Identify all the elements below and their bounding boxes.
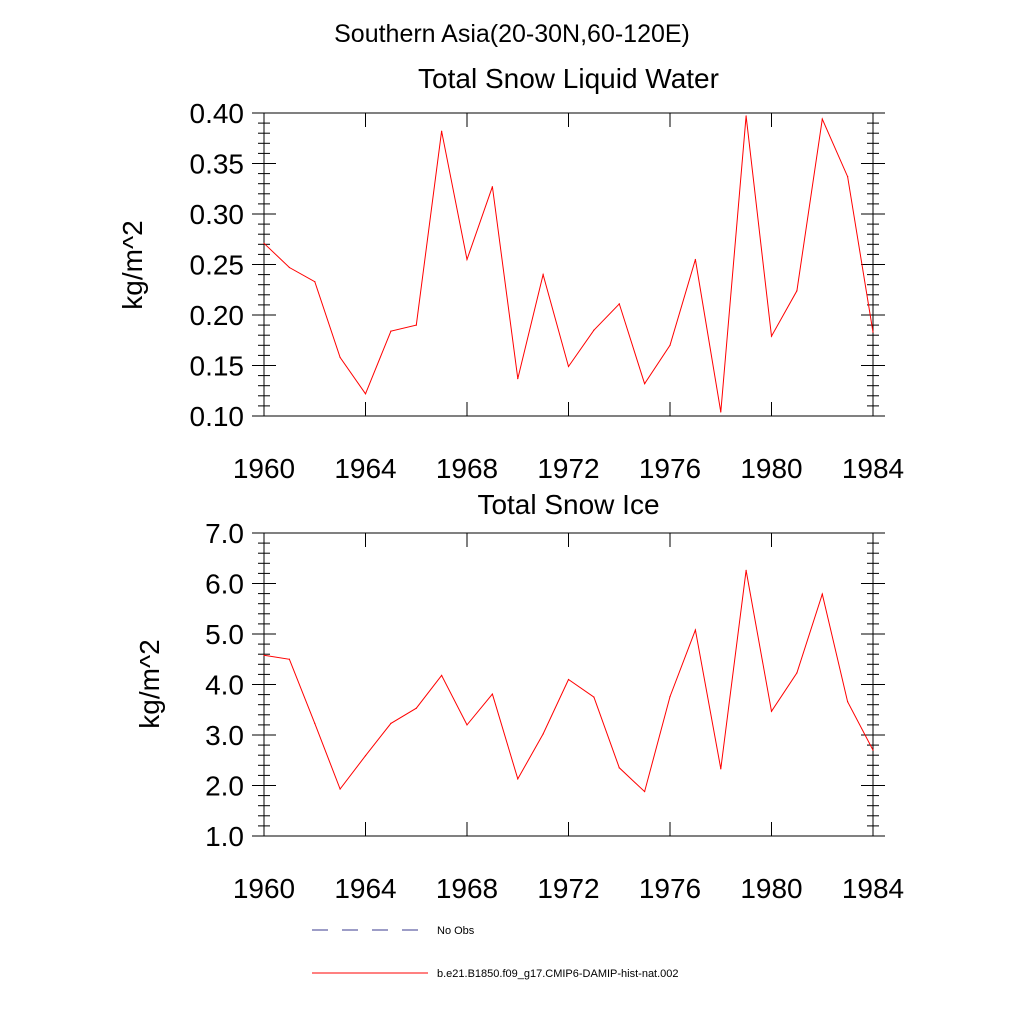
legend-label-obs: No Obs — [437, 925, 475, 937]
data-point — [415, 324, 417, 326]
data-point — [415, 707, 417, 709]
y-tick-label: 2.0 — [205, 771, 244, 802]
x-tick-label: 1960 — [233, 873, 295, 904]
x-tick-label: 1964 — [334, 453, 396, 484]
data-point — [263, 242, 265, 244]
data-point — [491, 693, 493, 695]
data-point — [618, 303, 620, 305]
data-point — [314, 722, 316, 724]
data-point — [770, 335, 773, 337]
data-point — [364, 755, 367, 757]
data-point — [542, 274, 544, 276]
legend-label-model: b.e21.B1850.f09_g17.CMIP6-DAMIP-hist-nat… — [437, 968, 679, 980]
data-point — [669, 696, 671, 698]
x-tick-label: 1960 — [233, 453, 295, 484]
y-tick-label: 0.10 — [190, 401, 245, 432]
panel-total-snow-liquid-water: Total Snow Liquid Water kg/m^2 1960 1964 196… — [117, 63, 904, 484]
plot-frame — [263, 532, 874, 837]
x-tick-label: 1976 — [639, 453, 701, 484]
data-point — [441, 130, 443, 132]
data-point — [644, 383, 646, 385]
data-point — [390, 722, 392, 724]
data-point — [593, 696, 595, 698]
data-point — [593, 329, 595, 331]
data-point — [364, 393, 367, 395]
y-tick-label: 0.40 — [190, 98, 245, 129]
data-point — [821, 593, 823, 595]
y-tick-label: 0.35 — [190, 149, 245, 180]
data-point — [339, 356, 341, 359]
data-point — [441, 674, 443, 677]
data-point — [796, 672, 798, 674]
data-point — [517, 378, 519, 380]
y-tick-label: 0.30 — [190, 199, 245, 230]
y-axis-label: kg/m^2 — [117, 220, 148, 309]
y-axis-label: kg/m^2 — [134, 639, 165, 728]
data-point — [339, 788, 341, 790]
data-point — [847, 701, 849, 703]
data-point — [720, 768, 722, 770]
data-point — [517, 778, 519, 780]
panel-total-snow-ice: Total Snow Ice kg/m^2 1960 1964 1968 1972 1976… — [134, 489, 904, 904]
data-point — [288, 658, 290, 660]
x-tick-label: 1980 — [740, 453, 802, 484]
plot-frame — [263, 112, 874, 417]
data-point — [288, 266, 290, 269]
data-series-line — [263, 115, 874, 413]
y-tick-label: 0.25 — [190, 250, 245, 281]
data-point — [694, 258, 696, 261]
x-tick-label: 1976 — [639, 873, 701, 904]
legend: No Obs b.e21.B1850.f09_g17.CMIP6-DAMIP-h… — [312, 925, 679, 980]
panel-title: Total Snow Liquid Water — [418, 63, 719, 94]
y-tick-label: 0.20 — [190, 300, 245, 331]
x-tick-label: 1972 — [537, 873, 599, 904]
data-point — [263, 654, 265, 656]
data-point — [491, 186, 493, 188]
y-tick-label: 4.0 — [205, 670, 244, 701]
data-point — [847, 176, 849, 178]
data-point — [720, 411, 722, 413]
y-tick-label: 0.15 — [190, 351, 245, 382]
figure-title: Southern Asia(20-30N,60-120E) — [334, 20, 690, 48]
x-tick-label: 1984 — [842, 453, 904, 484]
data-point — [872, 749, 874, 751]
data-point — [770, 710, 773, 712]
x-tick-label: 1980 — [740, 873, 802, 904]
y-tick-label: 3.0 — [205, 720, 244, 751]
data-point — [466, 258, 468, 261]
data-point — [669, 344, 671, 346]
panel-title: Total Snow Ice — [477, 489, 659, 520]
y-tick-label: 6.0 — [205, 569, 244, 600]
data-point — [542, 733, 544, 735]
y-tick-label: 1.0 — [205, 821, 244, 852]
x-tick-label: 1984 — [842, 873, 904, 904]
data-point — [872, 331, 874, 333]
data-point — [745, 569, 747, 571]
data-point — [567, 678, 570, 681]
y-tick-label: 5.0 — [205, 619, 244, 650]
x-tick-label: 1964 — [334, 873, 396, 904]
data-point — [821, 118, 823, 120]
data-point — [567, 365, 570, 368]
x-tick-label: 1968 — [436, 873, 498, 904]
x-tick-label: 1972 — [537, 453, 599, 484]
data-point — [745, 115, 747, 117]
data-point — [694, 629, 696, 631]
data-point — [796, 290, 798, 292]
x-tick-label: 1968 — [436, 453, 498, 484]
data-point — [644, 790, 646, 793]
data-point — [314, 281, 316, 283]
data-series-line — [263, 570, 874, 793]
data-point — [618, 767, 620, 769]
data-point — [390, 330, 392, 332]
data-point — [466, 724, 468, 726]
y-tick-label: 7.0 — [205, 518, 244, 549]
